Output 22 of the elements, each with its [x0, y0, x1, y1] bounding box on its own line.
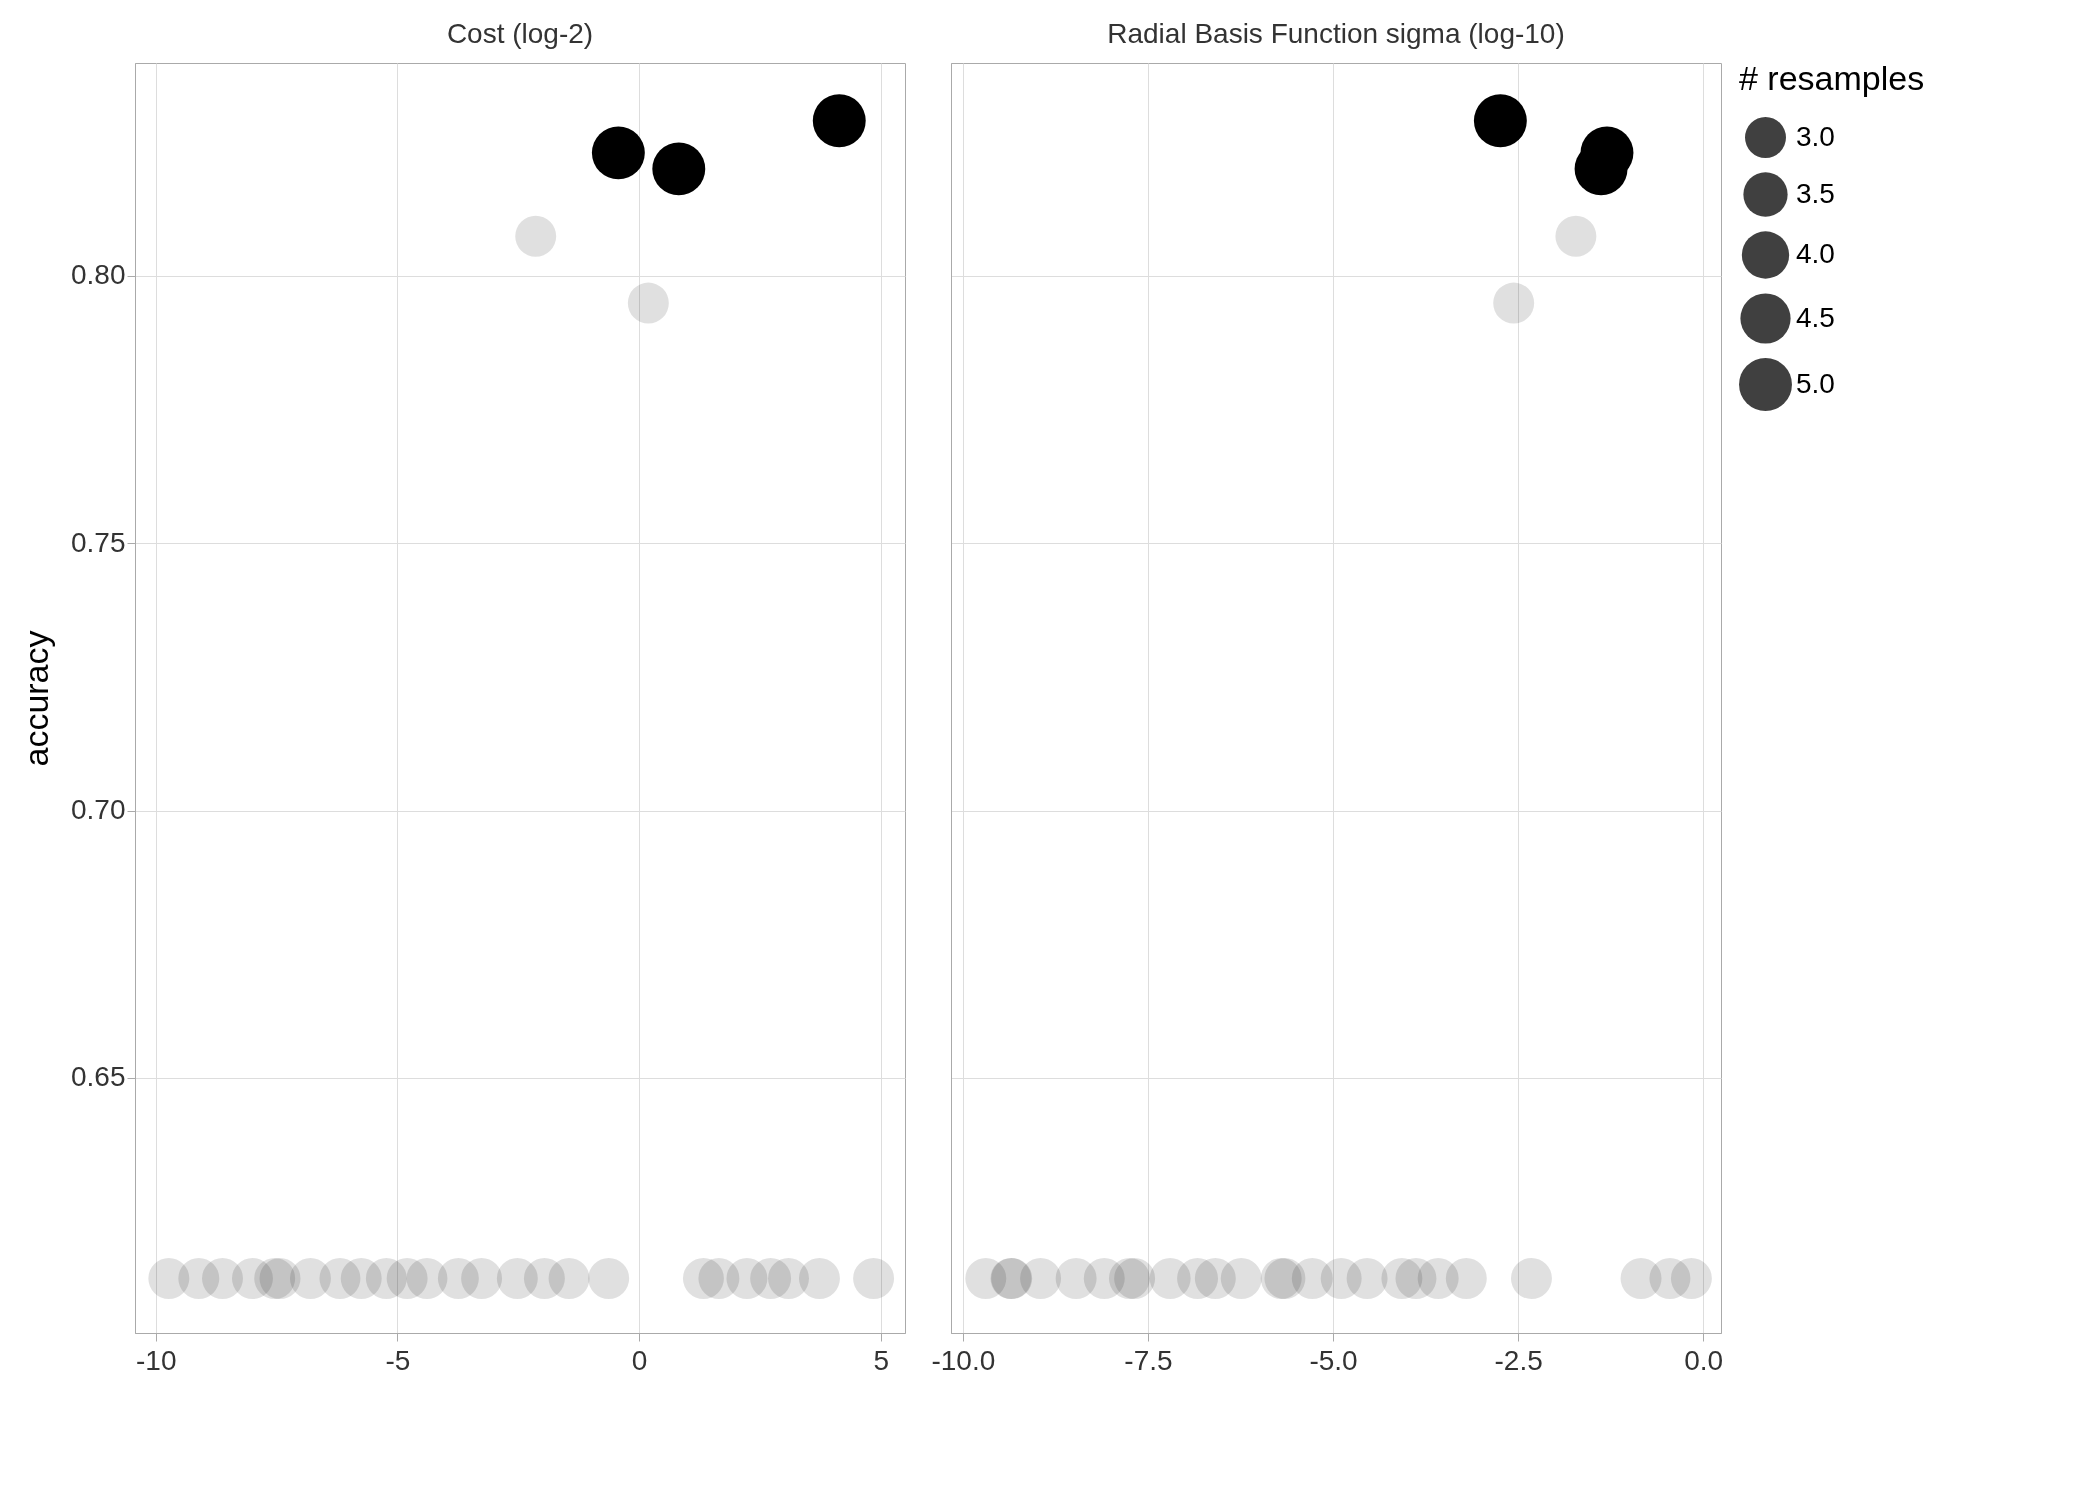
x-tick-label: 5 [873, 1344, 890, 1376]
x-tick-label: 0 [631, 1344, 648, 1376]
y-tick-label: 0.65 [71, 1061, 126, 1093]
legend-label: 3.0 [1796, 120, 1835, 152]
x-tick-label: -10.0 [931, 1344, 996, 1376]
y-tick-label: 0.80 [71, 259, 126, 291]
x-tick-label: -5.0 [1309, 1344, 1358, 1376]
x-tick-label: 0.0 [1684, 1344, 1724, 1376]
x-tick-label: -2.5 [1494, 1344, 1543, 1376]
chart-title: Cost (log-2) [446, 18, 594, 49]
x-tick-label: -7.5 [1124, 1344, 1173, 1376]
chart-title: Radial Basis Function sigma (log-10) [1107, 18, 1565, 49]
x-tick-label: -5 [385, 1344, 411, 1376]
y-axis-title: accuracy [17, 630, 55, 767]
y-tick-label: 0.70 [71, 794, 126, 826]
legend-title: # resamples [1739, 59, 1925, 97]
x-tick-label: -10 [136, 1344, 177, 1376]
legend-label: 5.0 [1796, 367, 1835, 399]
legend-label: 3.5 [1796, 177, 1835, 209]
legend-label: 4.5 [1796, 301, 1835, 333]
y-tick-label: 0.75 [71, 526, 126, 558]
legend-label: 4.0 [1796, 238, 1835, 269]
